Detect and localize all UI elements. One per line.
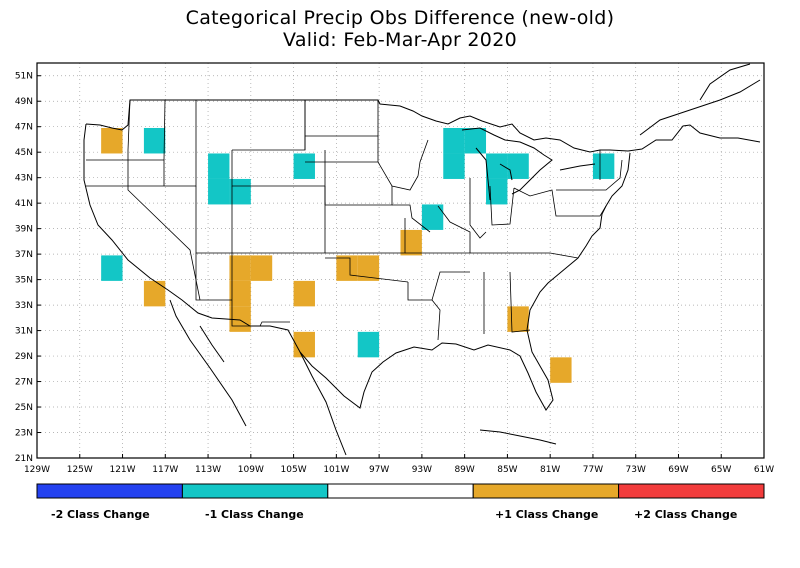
difference-cell	[250, 255, 273, 281]
difference-cell	[229, 255, 251, 281]
lat-tick-label: 47N	[15, 123, 33, 133]
lon-tick-label: 113W	[195, 465, 221, 475]
mexico-gulf	[299, 351, 347, 456]
legend-swatch-plus2	[618, 483, 765, 499]
lon-tick-label: 105W	[281, 465, 307, 475]
lon-tick-label: 117W	[152, 465, 178, 475]
difference-cell	[486, 178, 508, 205]
difference-cell	[357, 331, 380, 358]
difference-cell	[293, 153, 315, 179]
lon-tick-label: 69W	[668, 465, 688, 475]
lat-lon-grid	[36, 63, 765, 459]
lon-tick-label: 85W	[497, 465, 517, 475]
lat-tick-label: 45N	[15, 148, 33, 158]
us-coastline	[85, 99, 761, 153]
lat-tick-label: 41N	[15, 199, 33, 209]
legend-swatch-zero	[327, 483, 474, 499]
legend-swatch-minus1	[181, 483, 329, 499]
lon-tick-label: 65W	[711, 465, 731, 475]
lon-tick-label: 81W	[540, 465, 560, 475]
difference-cell	[486, 153, 508, 179]
difference-cell	[592, 153, 615, 179]
lat-tick-label: 25N	[15, 403, 33, 413]
difference-cell	[293, 280, 315, 307]
difference-cell	[229, 280, 251, 307]
lon-tick-label: 125W	[67, 465, 93, 475]
difference-cell	[143, 280, 166, 307]
map-title: Categorical Precip Obs Difference (new-o…	[185, 7, 615, 29]
great-lakes	[461, 127, 596, 201]
difference-cell	[550, 357, 572, 383]
difference-cell	[507, 306, 529, 332]
lat-tick-label: 31N	[15, 327, 33, 337]
lat-tick-label: 23N	[15, 429, 33, 439]
lat-tick-label: 43N	[15, 174, 33, 184]
map-frame	[36, 62, 765, 459]
difference-cell	[229, 178, 251, 205]
lon-tick-label: 101W	[323, 465, 349, 475]
lon-tick-label: 61W	[754, 465, 774, 475]
lon-tick-label: 97W	[369, 465, 389, 475]
difference-cell	[336, 255, 358, 281]
difference-cell	[464, 127, 487, 154]
lat-tick-label: 49N	[15, 97, 33, 107]
east-coast	[83, 123, 631, 411]
lon-tick-label: 109W	[238, 465, 264, 475]
lon-tick-label: 73W	[626, 465, 646, 475]
map-subtitle: Valid: Feb-Mar-Apr 2020	[283, 29, 517, 51]
lat-tick-label: 29N	[15, 352, 33, 362]
lon-tick-label: 93W	[412, 465, 432, 475]
lat-tick-label: 27N	[15, 378, 33, 388]
legend-label-plus1: +1 Class Change	[495, 508, 599, 521]
lon-tick-label: 89W	[454, 465, 474, 475]
difference-cell	[443, 127, 465, 154]
lat-tick-label: 37N	[15, 250, 33, 260]
legend-colorbar	[36, 483, 765, 499]
difference-cells	[101, 127, 615, 383]
lon-tick-label: 77W	[583, 465, 603, 475]
lat-tick-label: 51N	[15, 72, 33, 82]
us-outline	[83, 63, 761, 456]
difference-cell	[208, 178, 230, 205]
legend-label-plus2: +2 Class Change	[634, 508, 738, 521]
difference-cell	[229, 306, 251, 332]
lat-tick-label: 39N	[15, 225, 33, 235]
baja-peninsula	[169, 299, 247, 427]
difference-cell	[101, 127, 123, 154]
cuba	[479, 429, 557, 445]
legend-label-minus1: -1 Class Change	[205, 508, 304, 521]
axis-labels: 129W 125W 121W 117W 113W 109W 105W 101W 97W 93W 89…	[15, 72, 774, 475]
difference-cell	[507, 153, 529, 179]
difference-cell	[357, 255, 380, 281]
difference-cell	[208, 153, 230, 179]
lon-tick-label: 121W	[109, 465, 135, 475]
lat-tick-label: 35N	[15, 276, 33, 286]
lat-tick-label: 33N	[15, 301, 33, 311]
difference-cell	[293, 331, 315, 358]
difference-cell	[421, 204, 444, 230]
legend-label-minus2: -2 Class Change	[51, 508, 150, 521]
canada-east	[639, 63, 761, 136]
legend-swatch-minus2	[36, 483, 183, 499]
state-boundaries	[86, 99, 623, 341]
difference-cell	[143, 127, 166, 154]
legend-swatch-plus1	[472, 483, 620, 499]
difference-cell	[101, 255, 123, 281]
lon-tick-label: 129W	[24, 465, 50, 475]
difference-cell	[400, 229, 422, 256]
difference-cell	[443, 153, 465, 179]
lat-tick-label: 21N	[15, 454, 33, 464]
